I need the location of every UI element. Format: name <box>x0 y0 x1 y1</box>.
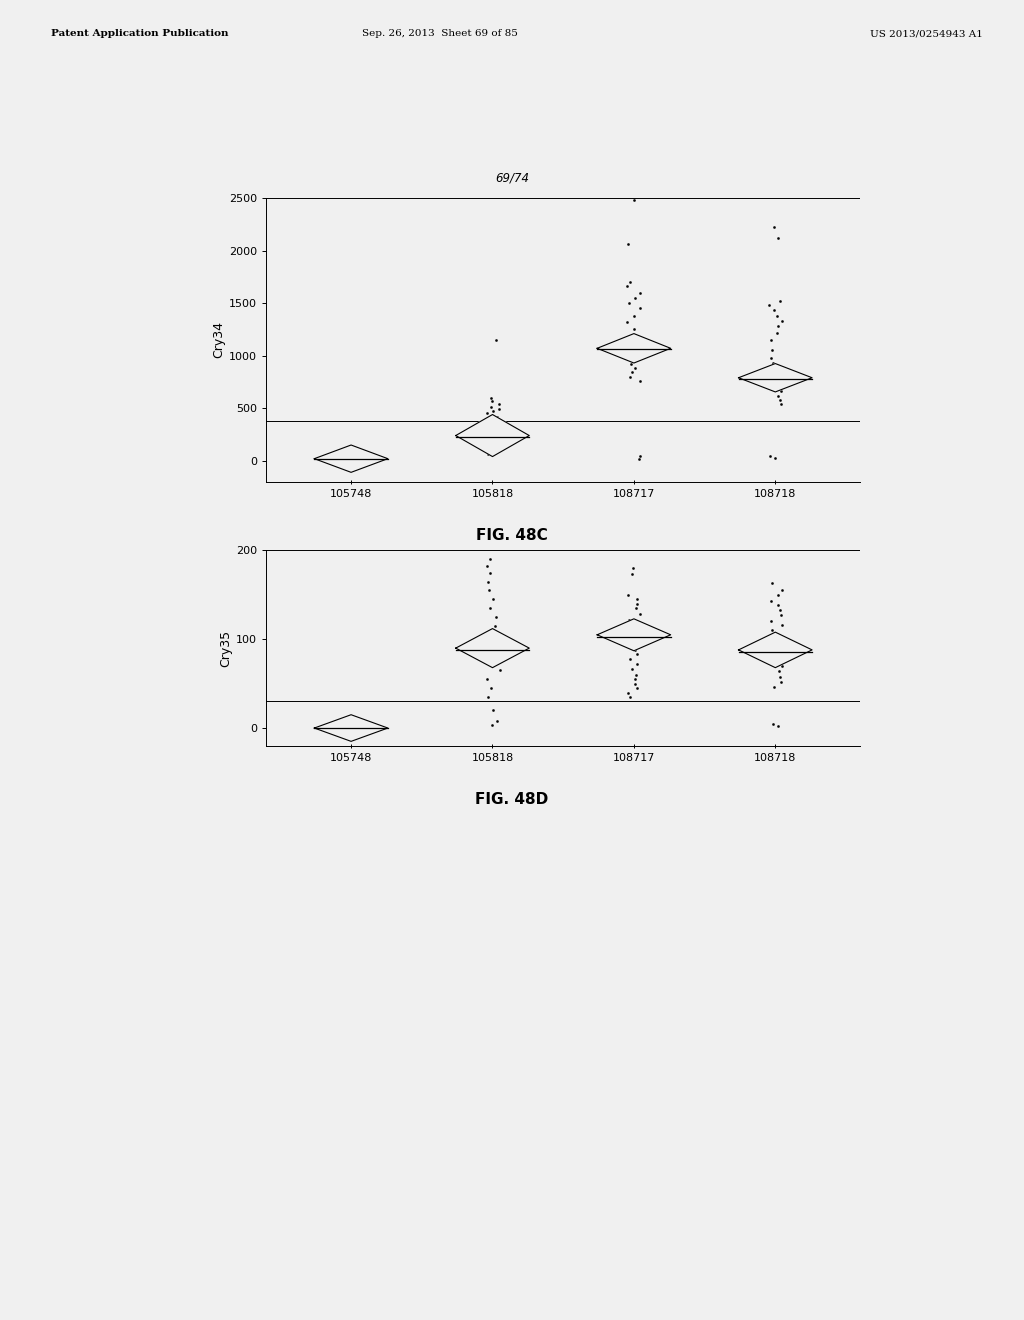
Polygon shape <box>738 632 812 668</box>
Text: Patent Application Publication: Patent Application Publication <box>51 29 228 38</box>
Y-axis label: Cry35: Cry35 <box>219 630 231 667</box>
Polygon shape <box>314 445 388 473</box>
Polygon shape <box>597 619 671 651</box>
Y-axis label: Cry34: Cry34 <box>212 321 225 359</box>
Text: Sep. 26, 2013  Sheet 69 of 85: Sep. 26, 2013 Sheet 69 of 85 <box>362 29 518 38</box>
Text: US 2013/0254943 A1: US 2013/0254943 A1 <box>870 29 983 38</box>
Polygon shape <box>314 714 388 742</box>
Polygon shape <box>456 414 529 457</box>
Polygon shape <box>738 363 812 392</box>
Polygon shape <box>456 628 529 668</box>
Polygon shape <box>597 334 671 363</box>
Text: FIG. 48C: FIG. 48C <box>476 528 548 543</box>
Text: 69/74: 69/74 <box>495 172 529 185</box>
Text: FIG. 48D: FIG. 48D <box>475 792 549 807</box>
